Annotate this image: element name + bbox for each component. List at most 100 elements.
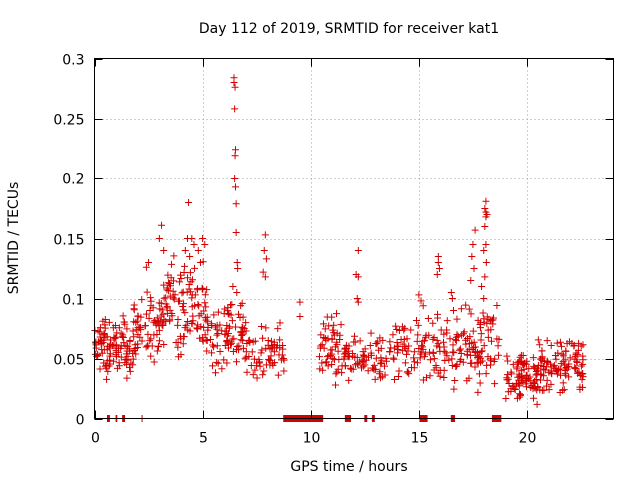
data-point <box>160 294 168 302</box>
data-point <box>316 365 324 373</box>
data-point <box>353 295 361 302</box>
data-point <box>190 241 198 248</box>
data-point <box>358 356 366 364</box>
data-point <box>371 375 379 383</box>
data-point <box>211 323 219 331</box>
data-point <box>334 365 342 373</box>
data-point <box>174 315 182 323</box>
data-point <box>177 271 185 279</box>
data-point <box>489 320 497 328</box>
data-point <box>402 345 410 353</box>
data-point <box>191 291 199 299</box>
data-point <box>393 349 401 357</box>
data-point <box>249 371 257 379</box>
data-point <box>221 327 229 335</box>
data-point <box>160 341 168 349</box>
data-point <box>458 331 466 339</box>
data-point <box>175 278 183 286</box>
data-point <box>481 273 489 281</box>
data-point <box>517 367 525 375</box>
data-point <box>378 357 386 365</box>
data-point <box>336 331 344 339</box>
data-point <box>430 334 438 342</box>
data-point <box>201 241 209 248</box>
data-point <box>112 346 120 354</box>
data-point <box>249 338 257 346</box>
data-point <box>364 367 372 375</box>
y-tick-label: 0.05 <box>53 353 84 369</box>
data-point <box>181 324 189 332</box>
data-point <box>296 313 304 320</box>
data-point <box>372 354 380 362</box>
data-point <box>504 357 512 365</box>
data-point <box>526 373 534 381</box>
data-point <box>201 299 209 307</box>
data-point <box>194 301 202 309</box>
data-point <box>485 315 493 323</box>
data-point <box>359 362 367 370</box>
data-point <box>332 370 340 378</box>
data-point <box>543 376 551 384</box>
data-point <box>279 354 287 362</box>
data-point <box>387 344 395 352</box>
data-point <box>243 368 251 376</box>
data-point <box>98 349 106 357</box>
data-point <box>237 336 245 344</box>
data-point <box>571 355 579 363</box>
data-point <box>257 349 265 357</box>
data-point <box>134 312 142 320</box>
data-point <box>359 348 367 356</box>
data-point <box>109 324 117 332</box>
data-point <box>194 321 202 329</box>
data-point <box>130 305 138 313</box>
data-point <box>351 361 359 369</box>
data-point <box>403 350 411 358</box>
data-point <box>196 259 204 266</box>
data-point <box>96 333 104 341</box>
data-point <box>557 360 565 368</box>
data-point <box>512 379 520 387</box>
data-point <box>390 355 398 363</box>
data-point <box>123 361 131 369</box>
data-point <box>459 358 467 366</box>
data-point <box>575 339 583 347</box>
data-point <box>333 338 341 346</box>
data-point <box>372 340 380 348</box>
data-point <box>525 375 533 383</box>
data-point <box>504 375 512 383</box>
data-point <box>480 247 488 254</box>
data-point <box>342 341 350 349</box>
data-point <box>166 292 174 300</box>
y-tick-label: 0.25 <box>53 113 84 129</box>
data-point <box>482 197 490 205</box>
data-point <box>220 356 228 364</box>
data-point <box>133 317 141 325</box>
data-point <box>544 359 552 367</box>
data-point <box>354 247 362 254</box>
data-point <box>130 318 138 326</box>
data-point <box>279 342 287 350</box>
data-point <box>516 353 524 361</box>
data-point <box>214 308 222 316</box>
data-point <box>319 366 327 374</box>
data-points <box>91 74 587 422</box>
data-point <box>477 348 485 356</box>
data-point <box>395 367 403 375</box>
data-point <box>519 361 527 369</box>
data-point <box>105 318 113 326</box>
data-point <box>253 374 261 382</box>
data-point <box>566 354 574 362</box>
data-point <box>158 221 166 229</box>
data-point <box>242 348 250 356</box>
data-point <box>101 316 109 324</box>
data-point <box>239 324 247 332</box>
data-point <box>475 370 483 378</box>
data-point <box>503 352 511 360</box>
data-point <box>170 252 178 260</box>
data-point <box>443 352 451 360</box>
data-point <box>434 310 442 318</box>
data-point <box>466 333 474 341</box>
x-axis-label: GPS time / hours <box>290 459 407 475</box>
data-point <box>186 253 194 260</box>
data-point <box>543 337 551 345</box>
